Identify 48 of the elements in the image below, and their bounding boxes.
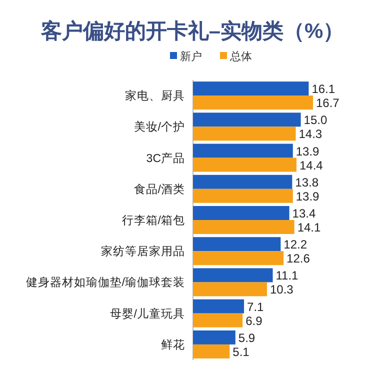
legend-label: 新户 xyxy=(180,50,202,63)
data-label: 14.1 xyxy=(297,220,321,234)
y-tick-label: 家纺等居家用品 xyxy=(101,244,185,258)
y-tick-label: 美妆/个护 xyxy=(134,120,185,134)
y-tick-label: 食品/酒类 xyxy=(134,182,185,196)
legend-label: 总体 xyxy=(229,50,252,63)
bar xyxy=(193,82,309,96)
bar xyxy=(193,313,243,328)
data-label: 12.6 xyxy=(286,252,310,266)
data-label: 16.1 xyxy=(312,82,336,96)
bar xyxy=(193,126,296,141)
data-label: 16.7 xyxy=(316,96,340,110)
bar xyxy=(193,188,293,203)
bar xyxy=(193,144,293,158)
y-tick-label: 3C产品 xyxy=(146,150,185,165)
bar xyxy=(193,268,273,282)
data-label: 13.9 xyxy=(296,189,320,204)
data-label: 14.3 xyxy=(298,127,322,142)
y-tick-label: 家电、厨具 xyxy=(125,88,185,103)
y-tick-label: 鲜花 xyxy=(161,338,185,352)
bar xyxy=(193,220,294,234)
y-tick-label: 母婴/儿童玩具 xyxy=(110,306,185,320)
data-label: 5.9 xyxy=(238,330,256,345)
bar xyxy=(193,330,236,344)
bar xyxy=(193,96,313,110)
data-label: 7.1 xyxy=(247,300,264,314)
data-label: 10.3 xyxy=(270,282,294,297)
bar xyxy=(193,251,284,266)
bar xyxy=(193,174,292,189)
chart-title: 客户偏好的开卡礼–实物类（%） xyxy=(40,19,344,43)
data-label: 6.9 xyxy=(246,314,263,328)
data-label: 11.1 xyxy=(276,268,299,283)
bar xyxy=(193,299,244,314)
bar xyxy=(193,282,268,296)
data-label: 13.4 xyxy=(292,206,316,220)
bar xyxy=(193,344,230,358)
bar xyxy=(193,206,290,220)
data-label: 12.2 xyxy=(284,238,308,252)
data-label: 5.1 xyxy=(232,344,250,359)
data-label: 14.4 xyxy=(299,158,324,172)
data-label: 15.0 xyxy=(304,113,328,128)
data-label: 13.9 xyxy=(296,144,320,158)
y-tick-label: 健身器材如瑜伽垫/瑜伽球套装 xyxy=(26,276,185,290)
bar xyxy=(193,112,301,127)
data-label: 13.8 xyxy=(295,175,319,190)
y-tick-label: 行李箱/箱包 xyxy=(122,214,185,227)
bar xyxy=(193,237,281,252)
bar xyxy=(193,158,296,172)
